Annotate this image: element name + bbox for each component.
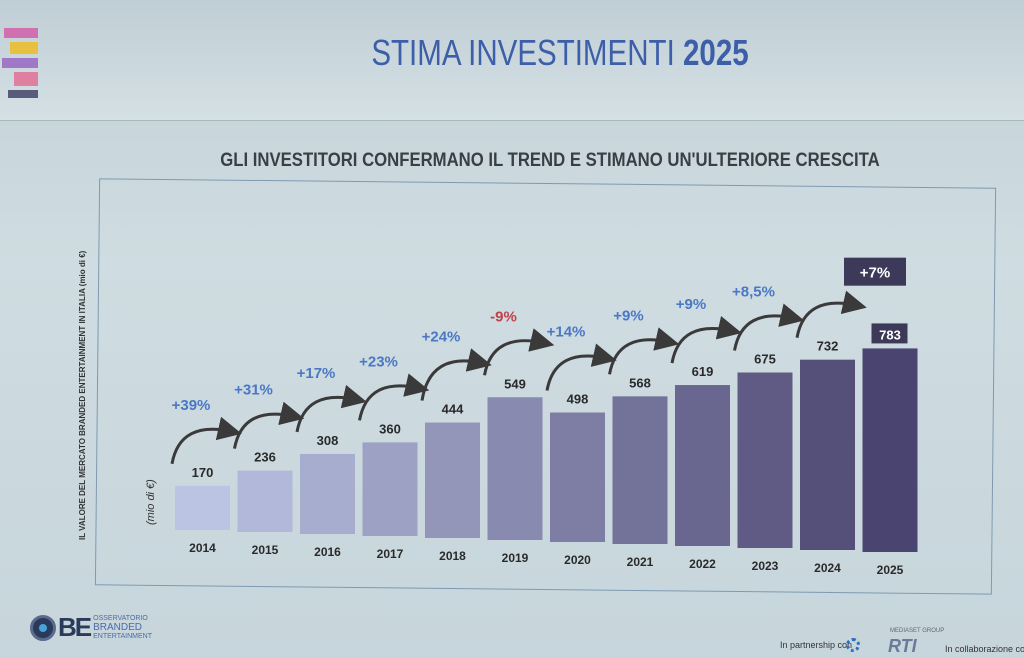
collaboration-text: In collaborazione con	[945, 644, 1024, 654]
logo-initials: BE	[58, 612, 92, 642]
growth-arrow-icon	[670, 316, 742, 364]
growth-arrow-icon	[608, 327, 680, 375]
value-label-2024: 732	[817, 339, 839, 354]
growth-label-2016: +31%	[234, 382, 273, 399]
growth-label-2023: +9%	[676, 296, 706, 313]
x-tick-2023: 2023	[752, 559, 779, 573]
growth-arrow-icon	[733, 303, 805, 351]
partner-group: MEDIASET GROUP	[890, 628, 945, 634]
x-tick-2022: 2022	[689, 557, 716, 571]
growth-label-2017: +17%	[297, 365, 336, 382]
growth-arrow-icon	[233, 401, 305, 449]
value-label-2018: 444	[442, 402, 464, 417]
value-label-2014: 170	[192, 465, 214, 480]
growth-label-box	[844, 257, 906, 286]
value-label-2025: 783	[879, 327, 901, 342]
growth-label-2020: -9%	[490, 308, 517, 325]
partnership-text: In partnership con	[780, 640, 853, 650]
x-tick-2024: 2024	[814, 561, 841, 575]
growth-arrow-icon	[295, 384, 367, 433]
logo-line1: OSSERVATORIO	[93, 614, 148, 622]
gear-logo-icon	[846, 638, 860, 652]
bar-2015	[237, 470, 293, 532]
slide-subtitle: GLI INVESTITORI CONFERMANO IL TREND E ST…	[220, 150, 880, 171]
bar-2016	[300, 453, 355, 534]
x-tick-2014: 2014	[189, 541, 216, 555]
bar-2019	[487, 397, 543, 540]
value-label-2021: 568	[629, 375, 651, 390]
title-band	[0, 0, 1024, 121]
partner-logo-rti: RTI	[888, 636, 917, 656]
logo-line2: BRANDED	[93, 621, 143, 633]
bar-2021	[612, 396, 668, 544]
bar-2014	[175, 485, 230, 530]
value-label-2016: 308	[317, 433, 339, 448]
logo-line3: ENTERTAINMENT	[93, 632, 152, 640]
growth-arrow-icon	[358, 373, 430, 421]
x-tick-2021: 2021	[627, 555, 654, 569]
bar-2020	[550, 412, 605, 542]
obe-logo: BE OSSERVATORIO BRANDED ENTERTAINMENT	[30, 612, 152, 643]
slide-title: STIMA INVESTIMENTI 2025	[101, 32, 1019, 74]
value-label-2020: 498	[567, 392, 589, 407]
x-tick-2015: 2015	[252, 543, 279, 557]
bar-2023	[737, 372, 793, 548]
growth-label-2018: +23%	[359, 353, 398, 370]
growth-label-2024: +8,5%	[732, 284, 775, 301]
growth-arrow-icon	[420, 348, 492, 401]
x-tick-2016: 2016	[314, 545, 341, 559]
x-tick-2019: 2019	[502, 551, 529, 565]
growth-label-2025: +7%	[860, 265, 890, 282]
growth-label-2019: +24%	[422, 328, 461, 345]
title-text: STIMA INVESTIMENTI	[371, 32, 675, 73]
growth-arrow-icon	[545, 343, 617, 391]
bar-2024	[800, 359, 855, 550]
growth-arrow-icon	[483, 328, 555, 376]
growth-label-2021: +14%	[547, 324, 586, 341]
value-label-box	[871, 323, 908, 344]
value-label-2017: 360	[379, 421, 401, 436]
title-year: 2025	[682, 32, 749, 73]
growth-arrow-icon	[795, 290, 867, 338]
value-label-2019: 549	[504, 376, 526, 391]
bar-2022	[675, 385, 730, 546]
x-tick-2025: 2025	[877, 563, 904, 577]
bar-2025	[862, 348, 918, 552]
decorative-stripes-icon	[2, 28, 38, 98]
value-label-2023: 675	[754, 352, 776, 367]
bar-2017	[362, 442, 418, 536]
eye-logo-icon	[30, 614, 56, 641]
growth-label-2022: +9%	[613, 307, 643, 324]
x-tick-2020: 2020	[564, 553, 591, 567]
growth-label-2015: +39%	[172, 397, 211, 414]
growth-arrow-icon	[170, 416, 242, 465]
x-tick-2017: 2017	[377, 547, 404, 561]
value-label-2015: 236	[254, 450, 276, 465]
bar-2018	[425, 422, 480, 538]
value-label-2022: 619	[692, 364, 714, 379]
x-tick-2018: 2018	[439, 549, 466, 563]
